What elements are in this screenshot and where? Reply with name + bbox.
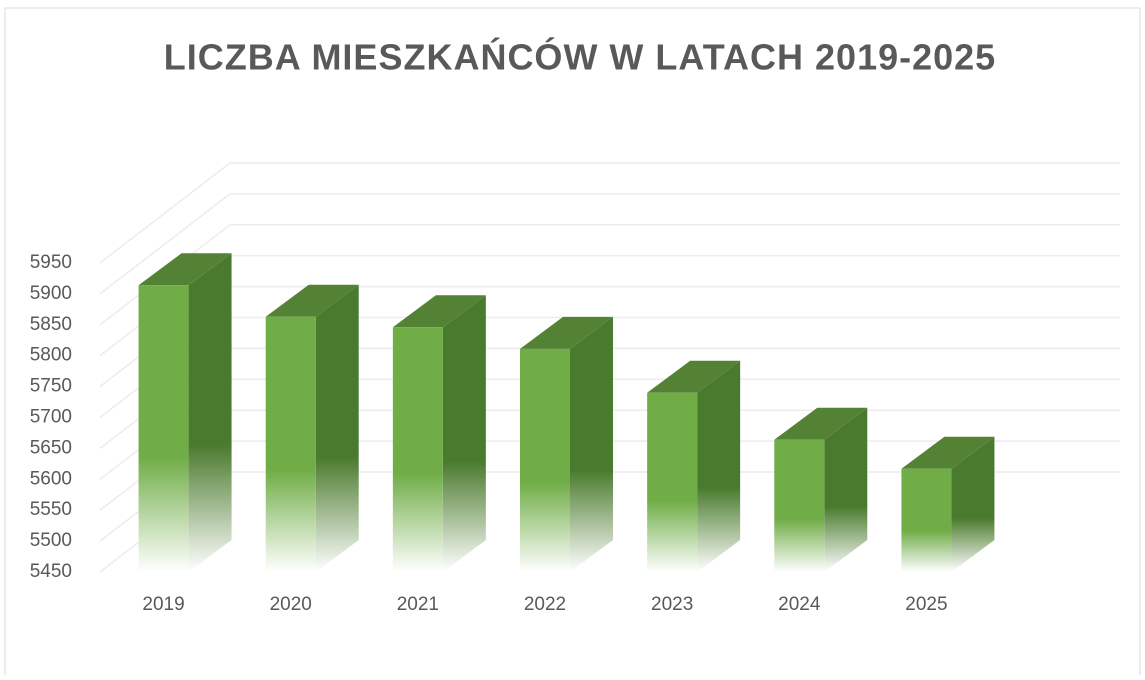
- bar: [774, 439, 825, 572]
- side-grid-line: [99, 162, 231, 264]
- bar: [647, 392, 698, 572]
- x-tick-label: 2022: [524, 594, 566, 615]
- bar-top: [265, 284, 359, 317]
- bar-top: [774, 407, 868, 440]
- x-tick-label: 2021: [397, 594, 439, 615]
- side-grid-line: [99, 193, 231, 295]
- bar-side: [442, 295, 486, 572]
- bar: [265, 316, 316, 572]
- bar: [901, 468, 952, 572]
- bar-side: [697, 360, 741, 572]
- y-tick-label: 5600: [30, 468, 72, 489]
- x-tick-label: 2025: [905, 594, 947, 615]
- x-tick-label: 2023: [651, 594, 693, 615]
- y-tick-label: 5800: [30, 345, 72, 366]
- x-tick-label: 2019: [142, 594, 184, 615]
- y-tick-label: 5500: [30, 530, 72, 551]
- bar-top: [647, 360, 741, 393]
- bar-side: [951, 436, 995, 572]
- y-tick-label: 5450: [30, 561, 72, 582]
- chart-title: LICZBA MIESZKAŃCÓW W LATACH 2019-2025: [164, 36, 996, 78]
- bar-side: [570, 316, 613, 572]
- bar-side: [824, 407, 868, 572]
- y-tick-label: 5850: [30, 314, 72, 335]
- bar-side: [188, 253, 232, 573]
- y-tick-label: 5900: [30, 283, 72, 304]
- bar-top: [392, 295, 486, 328]
- x-tick-label: 2024: [778, 594, 821, 615]
- bar-top: [520, 316, 613, 349]
- y-tick-label: 5650: [30, 437, 72, 458]
- bar-side: [315, 284, 359, 572]
- bar: [392, 327, 443, 572]
- y-tick-label: 5750: [30, 376, 72, 397]
- x-tick-label: 2020: [270, 594, 312, 615]
- y-tick-label: 5700: [30, 407, 72, 428]
- y-tick-label: 5950: [30, 252, 72, 273]
- bar: [520, 348, 570, 572]
- y-tick-label: 5550: [30, 499, 72, 520]
- bar-top: [138, 253, 232, 286]
- bar: [138, 285, 189, 572]
- bar-top: [901, 436, 995, 469]
